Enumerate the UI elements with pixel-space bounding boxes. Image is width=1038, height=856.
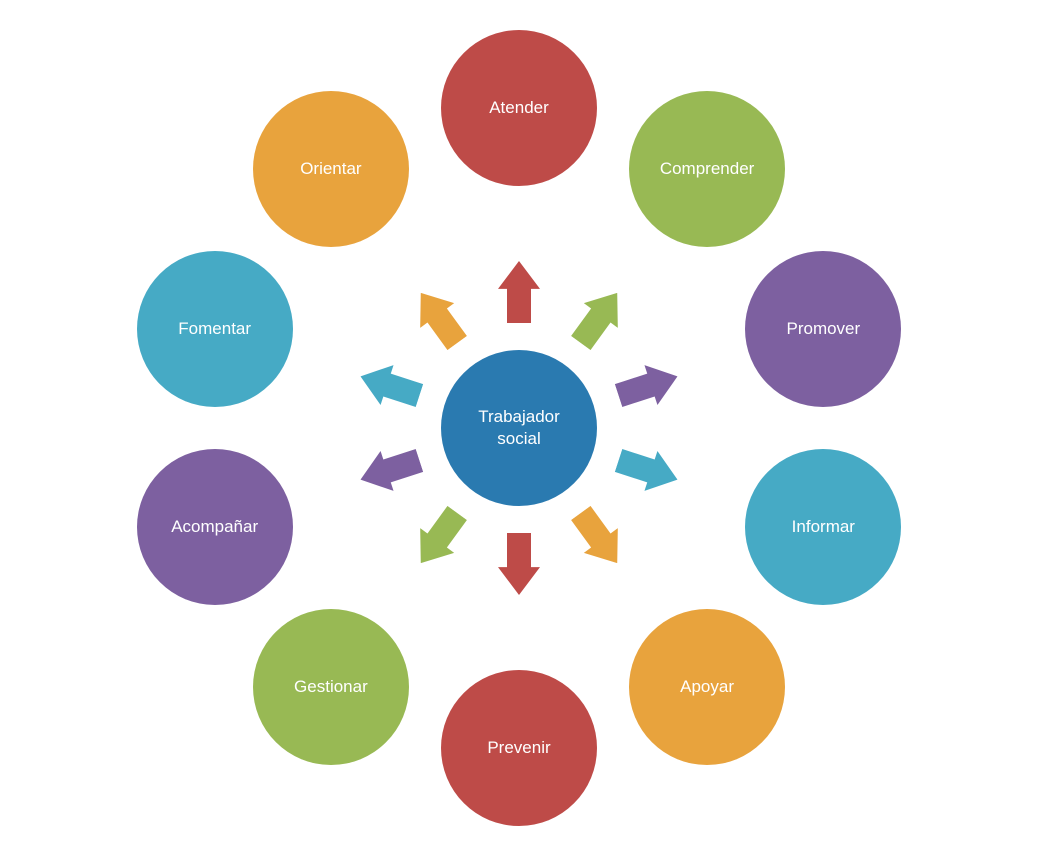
outer-node-label: Acompañar bbox=[171, 517, 258, 537]
arrow-7 bbox=[354, 440, 426, 499]
center-node: Trabajadorsocial bbox=[441, 350, 597, 506]
outer-node-9: Orientar bbox=[253, 91, 409, 247]
outer-node-6: Gestionar bbox=[253, 609, 409, 765]
outer-node-label: Atender bbox=[489, 98, 549, 118]
outer-node-0: Atender bbox=[441, 30, 597, 186]
outer-node-label: Orientar bbox=[300, 159, 361, 179]
arrow-4 bbox=[564, 501, 634, 576]
arrow-2 bbox=[612, 356, 684, 415]
radial-diagram: Atender Comprender Promover Informar Apoyar P… bbox=[0, 0, 1038, 856]
outer-node-7: Acompañar bbox=[137, 449, 293, 605]
center-label: Trabajadorsocial bbox=[478, 406, 560, 450]
outer-node-label: Apoyar bbox=[680, 677, 734, 697]
outer-node-label: Promover bbox=[786, 319, 860, 339]
arrow-8 bbox=[354, 356, 426, 415]
outer-node-3: Informar bbox=[745, 449, 901, 605]
outer-node-label: Informar bbox=[792, 517, 855, 537]
arrow-0 bbox=[498, 261, 540, 323]
arrow-3 bbox=[612, 440, 684, 499]
outer-node-2: Promover bbox=[745, 251, 901, 407]
outer-node-label: Fomentar bbox=[178, 319, 251, 339]
arrow-9 bbox=[404, 281, 474, 356]
outer-node-label: Prevenir bbox=[487, 738, 550, 758]
outer-node-1: Comprender bbox=[629, 91, 785, 247]
outer-node-label: Gestionar bbox=[294, 677, 368, 697]
outer-node-5: Prevenir bbox=[441, 670, 597, 826]
arrow-1 bbox=[564, 281, 634, 356]
outer-node-4: Apoyar bbox=[629, 609, 785, 765]
arrow-6 bbox=[404, 501, 474, 576]
arrow-5 bbox=[498, 533, 540, 595]
outer-node-label: Comprender bbox=[660, 159, 755, 179]
outer-node-8: Fomentar bbox=[137, 251, 293, 407]
